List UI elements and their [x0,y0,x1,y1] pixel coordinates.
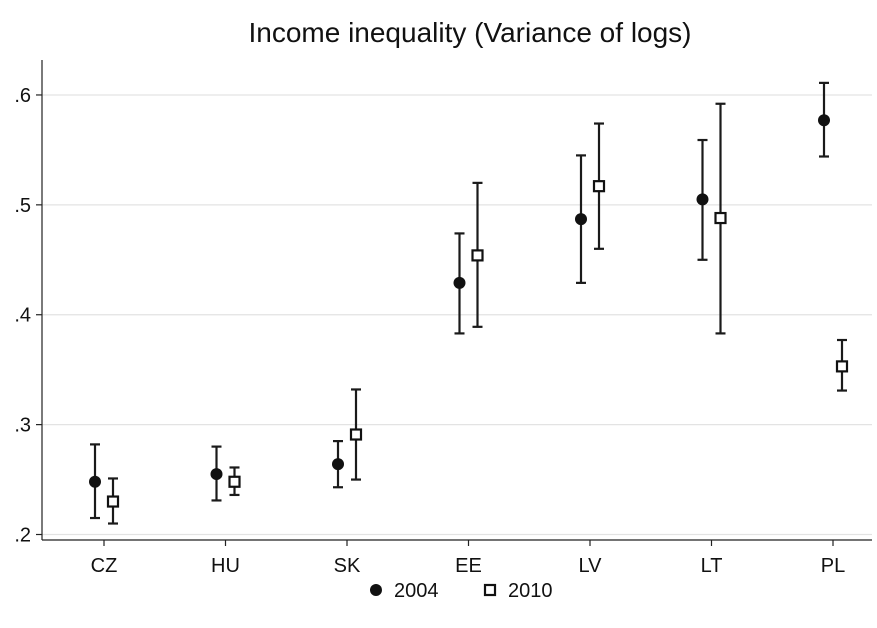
x-tick-label: LT [701,555,723,577]
data-marks [89,81,849,525]
y-tick-label: .4 [14,305,31,327]
legend-marker-2004 [370,584,382,596]
y-tick-label: .6 [14,85,31,107]
axes [36,60,872,546]
legend-item-2010: 2010 [483,580,553,602]
x-tick-label: LV [579,555,603,577]
y-tick-label: .5 [14,195,31,217]
y-tick-label: .2 [14,525,31,547]
series-2004 [89,81,830,520]
series-2010 [106,102,849,525]
point-2010-HU [228,475,241,488]
x-tick-label: EE [455,555,482,577]
point-2010-PL [835,360,849,373]
x-tick-label: PL [821,555,845,577]
point-2010-SK [349,428,363,441]
y-tick-label: .3 [14,415,31,437]
point-2010-LT [714,211,727,225]
y-tick-labels: .2 .3 .4 .5 .6 [14,85,31,547]
x-tick-label: HU [211,555,240,577]
point-2010-LV [592,180,606,193]
x-tick-label: SK [334,555,361,577]
point-2004-PL [818,114,830,127]
point-2010-EE [471,249,484,262]
point-2004-EE [453,276,466,289]
point-2010-CZ [106,495,120,508]
point-2004-LV [575,213,587,226]
legend-label-2010: 2010 [508,580,553,602]
chart-title: Income inequality (Variance of logs) [248,17,691,48]
legend: 2004 2010 [370,580,553,602]
point-2004-LT [696,193,709,206]
legend-marker-2010 [483,583,497,597]
grid-lines [42,94,872,536]
point-2004-SK [332,458,344,471]
legend-item-2004: 2004 [370,580,439,602]
x-tick-label: CZ [91,555,118,577]
x-tick-labels: CZ HU SK EE LV LT PL [91,555,846,577]
point-2004-CZ [89,475,101,488]
point-2004-HU [210,468,223,481]
legend-label-2004: 2004 [394,580,439,602]
